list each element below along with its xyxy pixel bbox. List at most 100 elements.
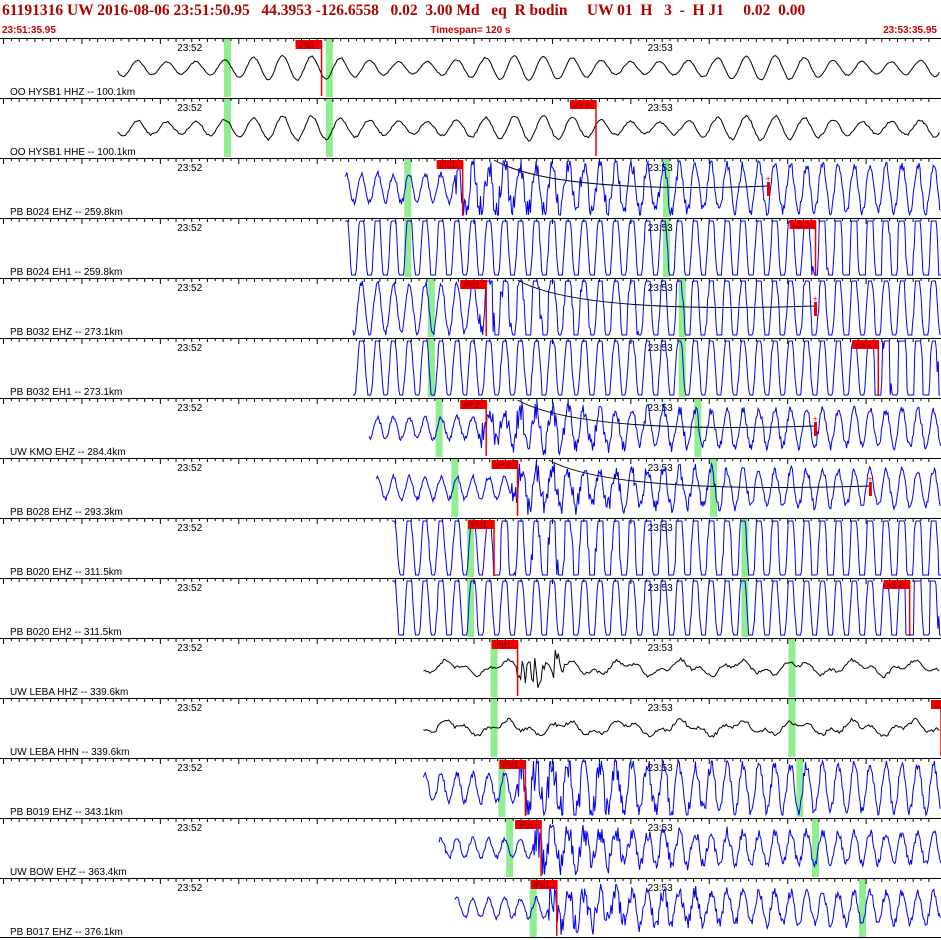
time-tick-label: 23:53 (648, 823, 673, 834)
pick-label: eS 2 (573, 101, 590, 110)
waveform-trace (117, 54, 940, 82)
time-tick-label: 23:52 (177, 763, 202, 774)
waveform-trace (392, 520, 941, 577)
timespan-label: Timespan= 120 s (430, 25, 511, 36)
phase-pick: eS 2 (789, 220, 817, 276)
start-time-label: 23:51:35.95 (2, 25, 56, 36)
phase-pick: iPd1 (530, 880, 558, 936)
trace-panel: 23:52 23:53 iPd1 PB B020 EHZ -- 311.5km (0, 518, 941, 578)
station-label: PB B020 EHZ -- 311.5km (10, 567, 122, 578)
pick-flag (789, 220, 816, 229)
pick-flag (883, 580, 910, 589)
waveform-trace (454, 883, 941, 936)
trace-panel: 23:52 23:53 iPd1 PB B017 EHZ -- 376.1km (0, 878, 941, 938)
time-window-marker (796, 759, 804, 817)
station-label: PB B032 EHZ -- 273.1km (10, 327, 123, 338)
time-window-marker (694, 399, 702, 457)
time-tick-label: 23:53 (648, 763, 673, 774)
pick-label: iPd1 (534, 881, 551, 890)
time-tick-label: 23:53 (648, 703, 673, 714)
coda-duration-curve (517, 399, 816, 428)
pick-label: iPd1 (440, 161, 457, 170)
trace-panel: 23:52 23:53 eS 2PB B020 EH2 -- 311.5km (0, 578, 941, 638)
pick-label: iPd1 (502, 761, 519, 770)
pick-flag (468, 520, 495, 529)
time-tick-label: 23:53 (648, 343, 673, 354)
time-tick-label: 23:52 (177, 583, 202, 594)
time-tick-label: 23:52 (177, 703, 202, 714)
time-tick-label: 23:53 (648, 463, 673, 474)
waveform-trace (344, 159, 941, 217)
event-header: 61191316 UW 2016-08-06 23:51:50.95 44.39… (0, 0, 941, 38)
time-window-marker (404, 159, 412, 217)
time-window-marker (467, 519, 474, 577)
pick-flag (852, 340, 879, 349)
time-window-marker (223, 99, 231, 157)
time-tick-label: 23:52 (177, 43, 202, 54)
trace-panel: 23:52 23:53 + iPd1 PB B024 EHZ -- 259.8km (0, 158, 941, 218)
trace-panel: 23:52 23:53 iPd1 OO HYSB1 HHZ -- 100.1km (0, 38, 941, 98)
waveform-trace (352, 280, 941, 337)
trace-panel: 23:52 23:53 S UW LEBA HHN -- 339.6km (0, 698, 941, 758)
phase-pick: iPd1 (468, 520, 495, 576)
coda-end-plus: + (813, 414, 818, 424)
pick-label: eS 2 (793, 221, 810, 230)
station-label: PB B024 EH1 -- 259.8km (10, 267, 122, 278)
trace-panel: 23:52 23:53 + iPd1 PB B032 EHZ -- 273.1km (0, 278, 941, 338)
time-window-marker (325, 99, 333, 157)
time-tick-label: 23:52 (177, 823, 202, 834)
time-window-marker (678, 339, 686, 397)
trace-panel: 23:52 23:53 iPd1 UW BOW EHZ -- 363.4km (0, 818, 941, 878)
pick-flag (460, 400, 487, 409)
station-label: OO HYSB1 HHZ -- 100.1km (10, 87, 135, 98)
phase-pick: iPd1 (515, 820, 542, 876)
phase-pick: iPd1 (295, 40, 323, 96)
station-label: PB B017 EHZ -- 376.1km (10, 927, 123, 938)
pick-label: S (934, 701, 939, 710)
time-tick-label: 23:52 (177, 343, 202, 354)
phase-pick: eS 2 (569, 100, 597, 156)
pick-label: iPd1 (471, 521, 488, 530)
time-tick-label: 23:53 (648, 883, 673, 894)
pick-flag (436, 160, 463, 169)
trace-panel: 23:52 23:53 + eP 2 UW KMO EHZ -- 284.4km (0, 398, 941, 458)
pick-flag (530, 880, 557, 889)
time-window-marker (663, 219, 671, 277)
time-window-marker (788, 639, 796, 697)
time-window-marker (710, 459, 718, 517)
end-time-label: 23:53:35.95 (883, 25, 937, 36)
pick-flag (491, 460, 518, 469)
pick-flag (295, 40, 322, 49)
time-window-marker (741, 519, 749, 577)
station-label: PB B020 EH2 -- 311.5km (10, 627, 122, 638)
time-window-marker (859, 879, 867, 937)
pick-flag (499, 760, 526, 769)
time-window-marker (223, 39, 231, 97)
waveform-trace (422, 759, 941, 817)
phase-pick: eP 2 (460, 400, 487, 456)
time-window-marker (404, 219, 412, 277)
phase-pick: S (931, 700, 941, 756)
phase-pick: eS 2 (883, 580, 911, 636)
time-window-marker (506, 819, 514, 877)
waveform-trace (375, 460, 941, 516)
pick-label: iPd1 (463, 281, 480, 290)
time-tick-label: 23:53 (648, 163, 673, 174)
coda-duration-curve (517, 279, 816, 308)
station-label: OO HYSB1 HHE -- 100.1km (10, 147, 136, 158)
time-window-marker (490, 639, 498, 697)
station-label: PB B032 EH1 -- 273.1km (10, 387, 122, 398)
pick-label: iPd1 (518, 821, 535, 830)
time-window-marker (741, 579, 749, 637)
trace-panel: 23:52 23:53 iPd1 PB B019 EHZ -- 343.1km (0, 758, 941, 818)
waveform-trace (368, 400, 941, 456)
time-window-marker (467, 579, 474, 637)
station-label: UW BOW EHZ -- 363.4km (10, 867, 127, 878)
seismogram-panels[interactable]: 23:52 23:53 iPd1 OO HYSB1 HHZ -- 100.1km 23:… (0, 38, 941, 940)
time-tick-label: 23:52 (177, 223, 202, 234)
time-window-marker (490, 699, 498, 757)
pick-flag (460, 280, 487, 289)
waveform-trace (352, 340, 941, 396)
coda-duration-curve (548, 459, 871, 489)
station-label: UW LEBA HHN -- 339.6km (10, 747, 129, 758)
